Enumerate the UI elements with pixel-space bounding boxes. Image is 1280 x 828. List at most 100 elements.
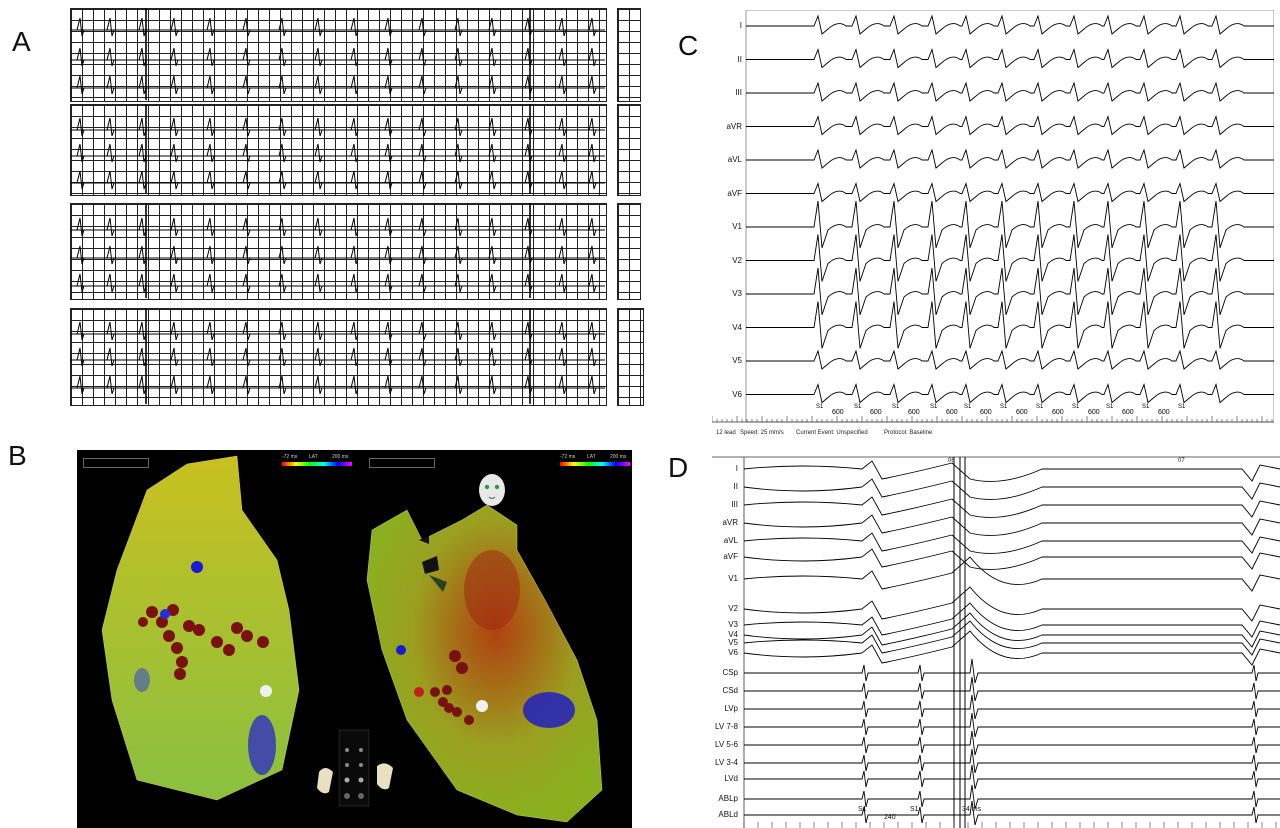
map-shell-right bbox=[366, 504, 603, 823]
panel-c-s1-marker: S1 bbox=[816, 404, 824, 410]
panel-c-protocol: Protocol: Baseline bbox=[884, 430, 933, 436]
panel-d-trace-avl bbox=[743, 532, 1280, 554]
panel-d-s1-label-1: S1 bbox=[858, 806, 867, 813]
map-color-legend-right bbox=[560, 462, 630, 466]
panel-d-trace-abld bbox=[744, 800, 1280, 826]
map-dropdown-right[interactable] bbox=[369, 458, 435, 468]
panel-c-trace-v2 bbox=[746, 234, 1274, 282]
panel-d-marker-06: 06 bbox=[948, 458, 955, 464]
panel-c-lead-ii: II bbox=[737, 54, 742, 64]
panel-d-lead-ii: II bbox=[733, 482, 738, 491]
panel-c-interval-600: 600 bbox=[1052, 409, 1064, 416]
panel-d-lead-v4: V4 bbox=[728, 630, 738, 639]
panel-c-trace-iii bbox=[746, 81, 1274, 102]
panel-d-lead-lv-5-6: LV 5-6 bbox=[715, 740, 738, 749]
panel-c-event: Current Event: Unspecified bbox=[796, 430, 868, 436]
panel-c-trace-v1 bbox=[746, 200, 1274, 248]
panel-d-trace-csd bbox=[744, 676, 1280, 702]
panel-c-trace-i bbox=[746, 14, 1274, 35]
panel-c-s1-marker: S1 bbox=[1000, 404, 1008, 410]
panel-d-tracings bbox=[712, 456, 1280, 828]
panel-d-trace-csp bbox=[744, 658, 1280, 684]
panel-c-interval-600: 600 bbox=[946, 409, 958, 416]
panel-c-s1-marker: S1 bbox=[1106, 404, 1114, 410]
ecg-strip-limb-leads bbox=[70, 8, 607, 102]
panel-d-lead-ablp: ABLp bbox=[718, 794, 738, 803]
panel-c-interval-600: 600 bbox=[870, 409, 882, 416]
marker-white-left bbox=[260, 685, 272, 697]
panel-c-s1-marker: S1 bbox=[1142, 404, 1150, 410]
panel-d-lead-lv-3-4: LV 3-4 bbox=[715, 758, 738, 767]
panel-c-interval-600: 600 bbox=[832, 409, 844, 416]
panel-c-s1-marker: S1 bbox=[964, 404, 972, 410]
map-views bbox=[101, 455, 603, 823]
panel-c-s1-marker: S1 bbox=[1072, 404, 1080, 410]
panel-d-trace-lv-7-8 bbox=[744, 712, 1280, 738]
panel-d-lead-v6: V6 bbox=[728, 648, 738, 657]
marker-blue-left bbox=[191, 561, 203, 573]
panel-d-lead-v3: V3 bbox=[728, 620, 738, 629]
ecg-strip-augmented-leads bbox=[70, 104, 607, 196]
panel-d-trace-v4 bbox=[743, 612, 1280, 648]
ecg-side-strip-4 bbox=[617, 308, 644, 406]
panel-d-marker-07: 07 bbox=[1178, 458, 1185, 464]
panel-d-lead-avl: aVL bbox=[723, 536, 738, 545]
panel-c-tracings: S1 600 S1 600 S1 600 S1 600 S1 600 S1 600 S1 600 S1 600… bbox=[712, 10, 1274, 423]
panel-d-trace-lv-5-6 bbox=[744, 730, 1280, 756]
panel-c-s1-marker: S1 bbox=[892, 404, 900, 410]
map-range-min-right: -72 ms bbox=[560, 454, 576, 460]
ecg-side-strip-1 bbox=[617, 8, 641, 102]
face-orientation-icon bbox=[479, 474, 505, 506]
panel-c-trace-avf bbox=[746, 181, 1274, 203]
panel-c-trace-avl bbox=[746, 148, 1274, 169]
ecg-strip-precordial-1 bbox=[70, 203, 607, 300]
ablation-lesions-right bbox=[430, 650, 474, 725]
ablation-lesions-left bbox=[138, 604, 269, 680]
panel-c-speed: Speed: 25 mm/s bbox=[740, 430, 784, 436]
panel-c-lead-v5: V5 bbox=[732, 356, 742, 365]
panel-c-lead-v1: V1 bbox=[732, 222, 742, 231]
panel-c-lead-v4: V4 bbox=[732, 322, 742, 332]
panel-label-a: A bbox=[12, 26, 31, 57]
map-dropdown-left[interactable] bbox=[83, 458, 149, 468]
map-legend-right: LAT bbox=[587, 454, 596, 460]
panel-c-interval-600: 600 bbox=[1122, 409, 1134, 416]
panel-d-interval: 240 bbox=[884, 814, 896, 821]
panel-d-ms-label: 34 ms bbox=[962, 806, 982, 813]
panel-d-lead-v1: V1 bbox=[728, 574, 738, 583]
panel-d-lead-avf: aVF bbox=[723, 552, 738, 561]
panel-d-trace-ii bbox=[743, 478, 1280, 500]
panel-c-s1-marker: S1 bbox=[1178, 404, 1186, 410]
map-range-max-left: 200 ms bbox=[332, 454, 349, 460]
heart-orientation-icon bbox=[317, 729, 393, 807]
marker-white-right bbox=[476, 700, 488, 712]
panel-c-interval-600: 600 bbox=[980, 409, 992, 416]
panel-d-lead-lvd: LVd bbox=[724, 774, 738, 783]
panel-c-trace-v5 bbox=[746, 349, 1274, 370]
panel-d-lead-v2: V2 bbox=[728, 604, 738, 613]
panel-c-trace-avr bbox=[746, 114, 1274, 136]
panel-d-lead-i: I bbox=[735, 464, 738, 473]
panel-d-trace-v2 bbox=[743, 586, 1280, 622]
panel-label-d: D bbox=[668, 452, 689, 483]
ecg-side-strip-2 bbox=[617, 104, 641, 196]
panel-d-lead-lv-7-8: LV 7-8 bbox=[715, 722, 738, 731]
panel-d-trace-iii bbox=[743, 496, 1280, 518]
panel-c-lead-mode: 12 lead bbox=[716, 430, 736, 436]
panel-label-c: C bbox=[678, 30, 699, 61]
panel-c-trace-v4 bbox=[746, 301, 1274, 349]
panel-a-tracings bbox=[70, 8, 605, 404]
panel-d-trace-v3 bbox=[743, 602, 1280, 638]
panel-d-lead-v5: V5 bbox=[728, 638, 738, 647]
panel-d-trace-avf bbox=[743, 548, 1280, 570]
panel-c-trace-v6 bbox=[746, 382, 1274, 404]
panel-d-lead-csp: CSp bbox=[722, 668, 738, 677]
panel-d-lead-abld: ABLd bbox=[718, 810, 738, 819]
panel-c-lead-v2: V2 bbox=[732, 255, 742, 265]
panel-d-lead-iii: III bbox=[731, 500, 738, 509]
panel-c-lead-avl: aVL bbox=[727, 155, 742, 164]
panel-b-map: -72 ms LAT 200 ms -72 ms LAT 200 ms bbox=[77, 450, 632, 828]
panel-d-trace-lvp bbox=[744, 694, 1280, 720]
panel-d-trace-ablp bbox=[744, 784, 1280, 810]
panel-c-lead-i: I bbox=[739, 21, 742, 30]
